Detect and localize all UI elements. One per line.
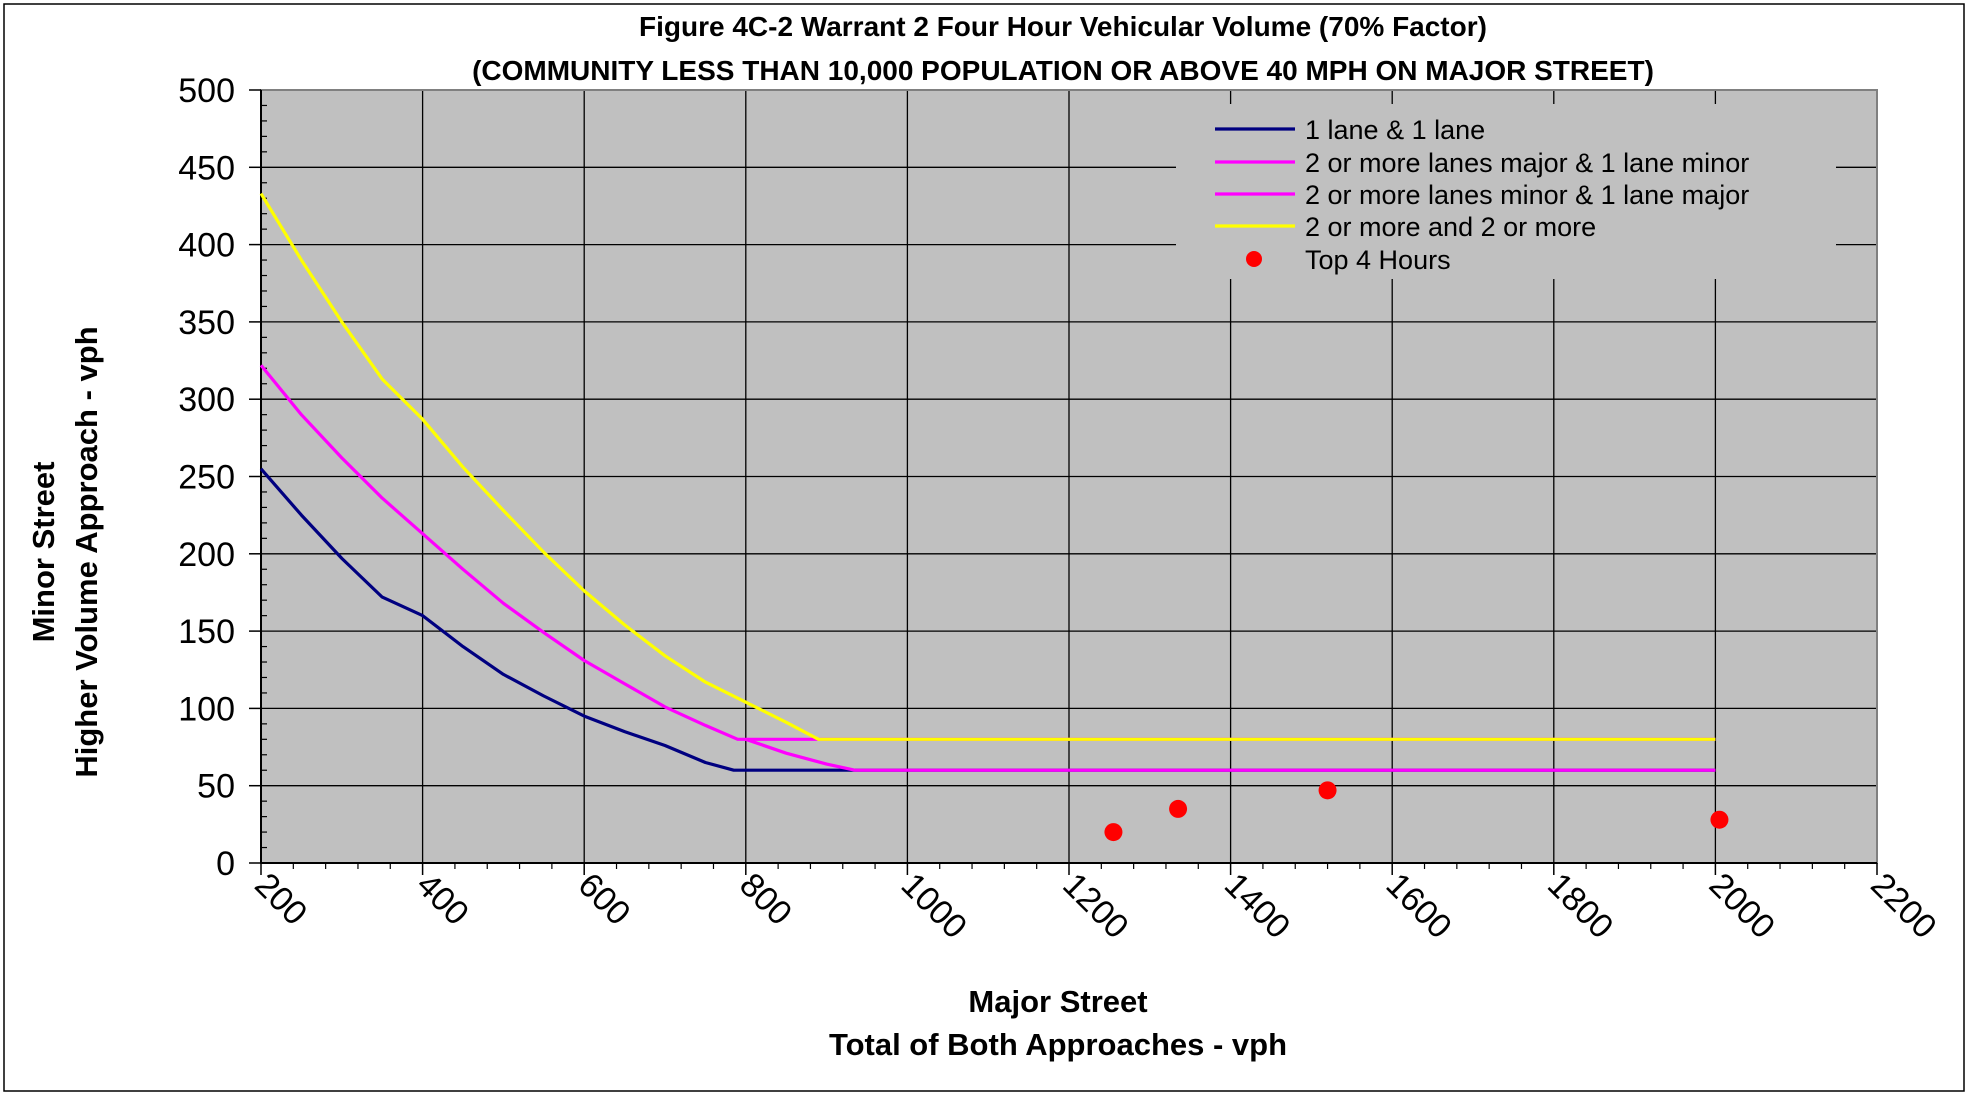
x-axis-title-line-2: Total of Both Approaches - vph (829, 1027, 1287, 1062)
top-4-hours-point (1169, 799, 1188, 818)
x-axis-title-line-1: Major Street (968, 984, 1147, 1019)
legend-label: 1 lane & 1 lane (1305, 115, 1485, 145)
y-tick-label: 350 (178, 304, 235, 342)
y-tick-label: 300 (178, 381, 235, 419)
y-tick-label: 50 (197, 768, 235, 806)
legend-label: 2 or more lanes major & 1 lane minor (1305, 148, 1749, 178)
legend-label: 2 or more and 2 or more (1305, 212, 1596, 242)
y-tick-label: 0 (216, 845, 235, 883)
y-tick-label: 250 (178, 459, 235, 497)
y-tick-label: 150 (178, 613, 235, 651)
top-4-hours-point (1104, 823, 1123, 842)
series-line-4 (259, 192, 1716, 741)
top-4-hours-point (1318, 781, 1337, 800)
chart-subtitle: (COMMUNITY LESS THAN 10,000 POPULATION O… (472, 55, 1654, 86)
top-4-hours-point (1710, 810, 1729, 829)
y-tick-label: 100 (178, 690, 235, 728)
y-axis-title-line-1: Minor Street (26, 462, 61, 643)
legend-swatch-dot (1246, 251, 1262, 267)
series-line-1 (259, 467, 1716, 772)
series-line-3 (745, 737, 1716, 772)
legend-label: 2 or more lanes minor & 1 lane major (1305, 180, 1749, 210)
y-tick-label: 450 (178, 149, 235, 187)
data-series (259, 192, 1729, 842)
y-tick-label: 200 (178, 536, 235, 574)
legend-label: Top 4 Hours (1305, 245, 1451, 275)
y-axis-title-line-2: Higher Volume Approach - vph (69, 326, 104, 777)
series-line-2 (259, 364, 1716, 741)
legend-box (1176, 104, 1836, 279)
y-tick-label: 500 (178, 72, 235, 110)
y-tick-label: 400 (178, 227, 235, 265)
chart-title: Figure 4C-2 Warrant 2 Four Hour Vehicula… (639, 11, 1487, 42)
